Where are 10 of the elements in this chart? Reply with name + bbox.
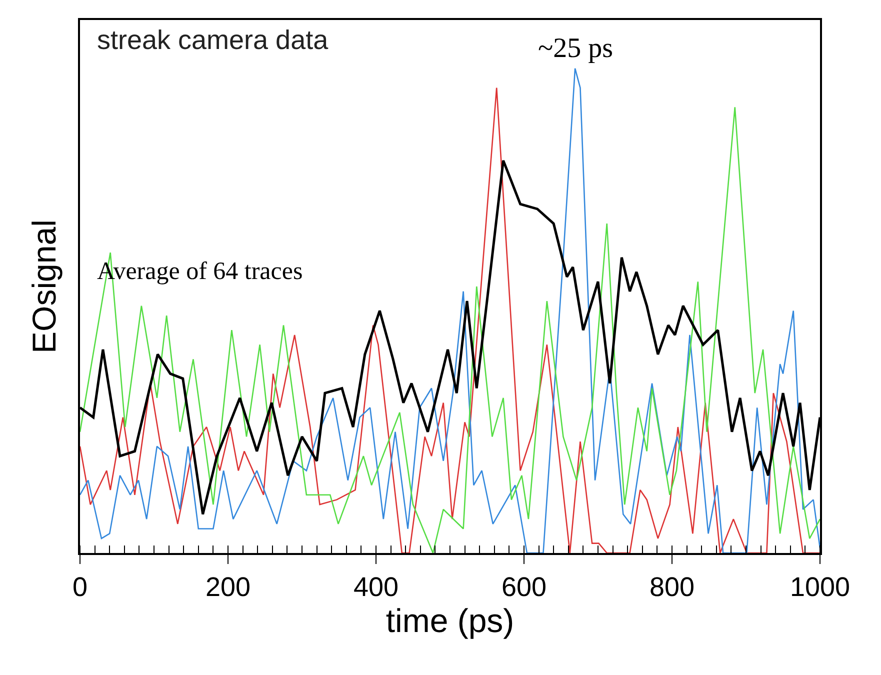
x-tick-label: 400	[353, 572, 399, 602]
x-tick-label: 200	[205, 572, 251, 602]
x-tick-label: 600	[501, 572, 547, 602]
text: streak camera data	[97, 25, 330, 55]
x-tick-label: 1000	[790, 572, 850, 602]
x-tick-label: 800	[649, 572, 695, 602]
annotation: ~25 ps	[538, 33, 614, 64]
y-axis-title: EOsignal	[26, 220, 63, 354]
x-axis-title: time (ps)	[386, 602, 514, 640]
x-tick-label: 0	[72, 572, 88, 602]
